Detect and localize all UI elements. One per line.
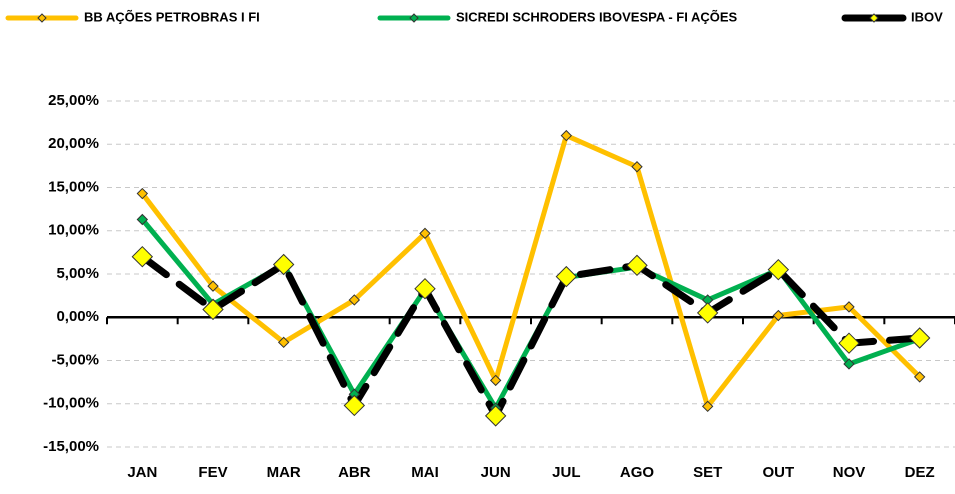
point-marker xyxy=(908,327,931,349)
x-tick-label: DEZ xyxy=(905,464,935,481)
point-marker xyxy=(767,258,790,281)
x-tick-label: MAI xyxy=(411,464,439,481)
point-marker xyxy=(701,400,714,413)
x-tick-label: ABR xyxy=(338,464,371,481)
x-tick-label: MAR xyxy=(267,464,301,481)
y-tick-label: 15,00% xyxy=(48,178,99,195)
legend-marker xyxy=(869,13,879,23)
point-marker xyxy=(272,253,295,276)
y-tick-label: -15,00% xyxy=(43,438,99,455)
point-marker xyxy=(843,301,855,313)
point-marker xyxy=(343,394,366,417)
point-marker xyxy=(631,161,643,173)
point-marker xyxy=(913,371,926,383)
x-tick-label: FEV xyxy=(198,464,227,481)
legend-marker xyxy=(409,13,419,23)
point-marker xyxy=(772,309,785,322)
point-marker xyxy=(696,302,719,324)
x-tick-label: NOV xyxy=(833,464,866,481)
x-tick-label: SET xyxy=(693,464,722,481)
x-tick-label: AGO xyxy=(620,464,655,481)
point-marker xyxy=(838,332,860,354)
series-line xyxy=(139,133,923,409)
x-tick-label: JAN xyxy=(127,464,157,481)
x-tick-label: JUN xyxy=(481,464,511,481)
y-tick-label: -5,00% xyxy=(51,351,99,368)
point-marker xyxy=(277,336,290,349)
point-marker xyxy=(626,254,648,277)
point-marker xyxy=(489,374,502,387)
y-tick-label: 25,00% xyxy=(48,92,99,109)
point-marker xyxy=(131,245,154,268)
point-marker xyxy=(560,129,573,142)
point-marker xyxy=(843,358,855,370)
y-tick-label: 20,00% xyxy=(48,135,99,152)
point-marker xyxy=(348,294,361,306)
y-tick-label: -10,00% xyxy=(43,395,99,412)
y-tick-label: 10,00% xyxy=(48,222,99,239)
legend-label: SICREDI SCHRODERS IBOVESPA - FI AÇÕES xyxy=(456,9,738,24)
series-line xyxy=(138,253,924,420)
y-tick-label: 5,00% xyxy=(56,265,99,282)
legend-label: IBOV xyxy=(911,9,943,24)
point-marker xyxy=(484,405,507,427)
legend-label: BB AÇÕES PETROBRAS I FI xyxy=(84,9,260,24)
point-marker xyxy=(419,227,431,240)
x-tick-label: JUL xyxy=(552,464,580,481)
point-marker xyxy=(202,298,224,321)
legend-marker xyxy=(37,13,47,23)
point-marker xyxy=(555,265,578,288)
point-marker xyxy=(414,277,436,300)
y-tick-label: 0,00% xyxy=(56,308,99,325)
point-marker xyxy=(136,187,149,200)
x-tick-label: OUT xyxy=(762,464,794,481)
point-marker xyxy=(207,280,219,292)
point-marker xyxy=(136,213,149,226)
